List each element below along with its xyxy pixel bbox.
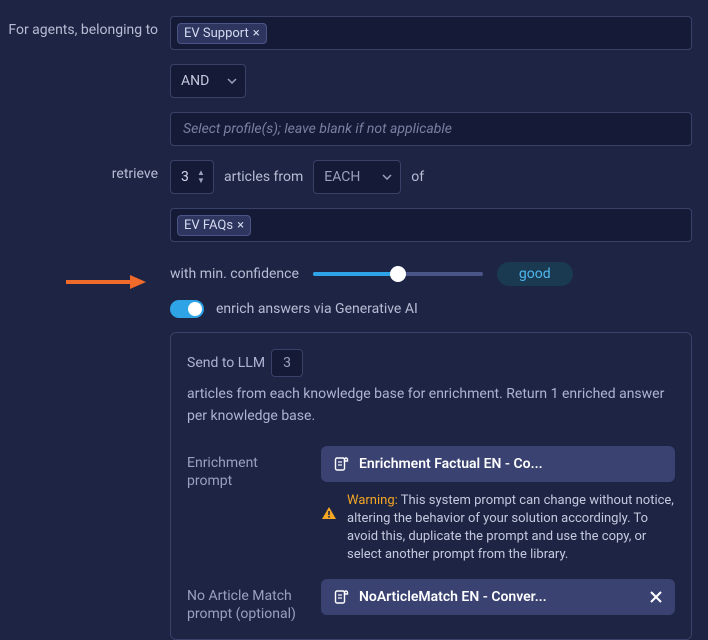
- desc-suffix: articles from each knowledge base for en…: [187, 383, 675, 428]
- clear-nomatch-button[interactable]: [643, 584, 669, 610]
- label-retrieve: retrieve: [0, 160, 170, 182]
- retrieve-scope-value: EACH: [324, 169, 360, 185]
- logical-op-value: AND: [181, 73, 209, 89]
- desc-prefix: Send to LLM: [187, 352, 265, 374]
- enrichment-prompt-value: Enrichment Factual EN - Co...: [359, 456, 663, 472]
- prompt-warning: Warning: This system prompt can change w…: [321, 492, 675, 565]
- confidence-badge: good: [497, 262, 573, 286]
- warning-icon: [321, 506, 337, 565]
- profile-placeholder: Select profile(s); leave blank if not ap…: [177, 121, 452, 137]
- retrieve-count-value: 3: [181, 169, 189, 185]
- scroll-icon: [333, 589, 349, 605]
- agent-profile-pill-label: EV Support: [184, 26, 249, 41]
- retrieve-scope-select[interactable]: EACH: [313, 160, 401, 194]
- label-articles-from: articles from: [224, 169, 303, 185]
- remove-kb-icon[interactable]: ×: [237, 218, 244, 233]
- label-enrich: enrich answers via Generative AI: [216, 301, 418, 317]
- toggle-knob: [188, 302, 202, 316]
- enrich-description: Send to LLM 3 articles from each knowled…: [187, 349, 675, 428]
- logical-op-select[interactable]: AND: [170, 64, 246, 98]
- slider-fill: [313, 272, 398, 276]
- chevron-down-icon: [227, 78, 237, 84]
- label-of: of: [411, 169, 424, 185]
- kb-select-input[interactable]: EV FAQs ×: [170, 208, 692, 242]
- kb-pill-label: EV FAQs: [184, 218, 233, 233]
- warning-title: Warning:: [347, 493, 398, 508]
- confidence-slider[interactable]: [313, 272, 483, 276]
- agents-profile-input-2[interactable]: Select profile(s); leave blank if not ap…: [170, 112, 692, 146]
- enrich-panel: Send to LLM 3 articles from each knowled…: [170, 332, 692, 640]
- quantity-stepper[interactable]: ▲ ▼: [197, 165, 209, 189]
- nomatch-prompt-select[interactable]: NoArticleMatch EN - Conver...: [321, 579, 675, 615]
- label-min-confidence: with min. confidence: [170, 266, 299, 282]
- chevron-down-icon: [382, 174, 392, 180]
- enrich-toggle[interactable]: [170, 300, 204, 318]
- llm-article-count-input[interactable]: 3: [271, 349, 303, 377]
- label-agents: For agents, belonging to: [0, 16, 170, 38]
- enrichment-prompt-select[interactable]: Enrichment Factual EN - Co...: [321, 446, 675, 482]
- retrieve-count-input[interactable]: 3 ▲ ▼: [170, 160, 214, 194]
- scroll-icon: [333, 456, 349, 472]
- label-nomatch-prompt: No Article Match prompt (optional): [187, 579, 305, 623]
- nomatch-prompt-value: NoArticleMatch EN - Conver...: [359, 589, 633, 605]
- slider-thumb[interactable]: [390, 266, 406, 282]
- label-enrichment-prompt: Enrichment prompt: [187, 446, 305, 490]
- kb-pill[interactable]: EV FAQs ×: [177, 215, 251, 236]
- stepper-down-icon[interactable]: ▼: [197, 178, 209, 184]
- remove-profile-icon[interactable]: ×: [253, 26, 260, 41]
- agent-profile-pill[interactable]: EV Support ×: [177, 23, 267, 44]
- agents-profile-input[interactable]: EV Support ×: [170, 16, 692, 50]
